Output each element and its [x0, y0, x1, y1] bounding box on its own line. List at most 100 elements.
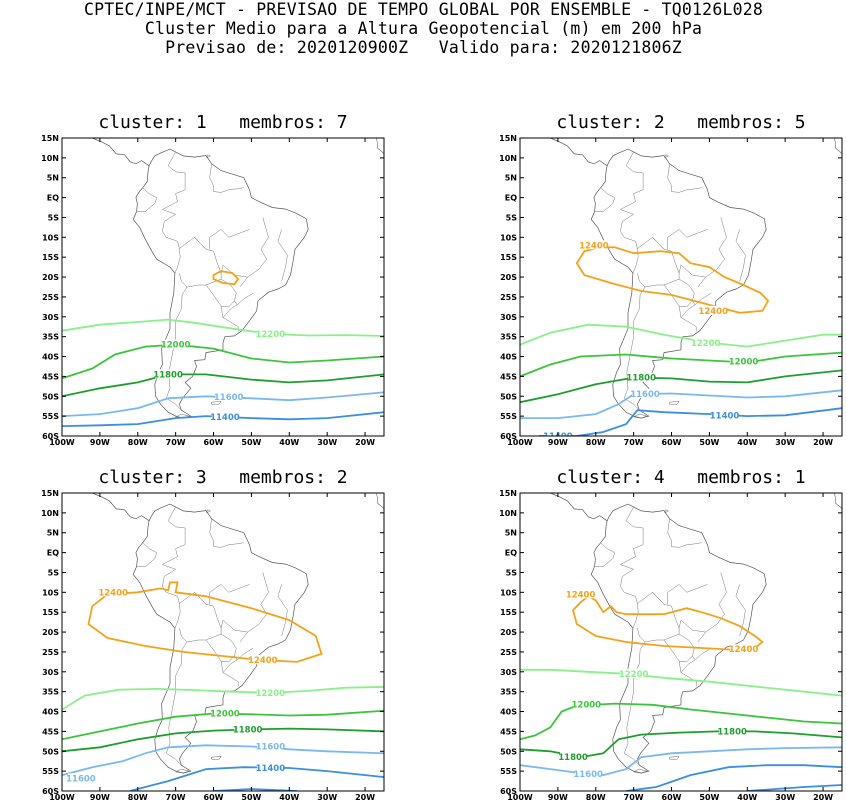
contour-line: [520, 323, 842, 348]
country-border: [678, 264, 706, 278]
country-border: [680, 655, 697, 687]
lat-label: 10N: [499, 509, 517, 518]
island: [577, 462, 617, 473]
island: [632, 768, 648, 774]
contour-label: 11600: [214, 393, 244, 403]
contour-label: 11400: [710, 411, 740, 421]
island: [644, 125, 650, 126]
country-border: [667, 584, 708, 605]
map-panel-4: 12400 12400 12200 12000 11800 11800 11600 15N 10…: [499, 462, 843, 802]
contour-label: 11600: [256, 742, 286, 752]
island: [602, 125, 610, 127]
lat-label: 5S: [48, 568, 60, 577]
island: [619, 474, 640, 482]
lon-label: 50W: [241, 438, 261, 447]
lat-label: 35S: [500, 333, 517, 342]
country-border: [194, 592, 207, 605]
contour-label: 12200: [256, 689, 286, 699]
contour-line: [62, 373, 384, 398]
lon-label: 40W: [737, 793, 757, 802]
lon-label: 30W: [317, 438, 337, 447]
contour-line: [62, 727, 384, 753]
map-panel-1: 12200 12000 11800 11600 11400 15N 10N 5N EQ 5S 10S…: [41, 107, 385, 447]
figure-header: CPTEC/INPE/MCT - PREVISAO DE TEMPO GLOBA…: [0, 0, 847, 57]
country-border: [637, 591, 680, 643]
lat-label: 30S: [500, 668, 517, 677]
lat-label: 15N: [41, 134, 59, 143]
country-border: [277, 584, 288, 637]
contour-label: 11800: [717, 727, 747, 737]
lat-label: 20S: [500, 273, 517, 282]
country-border: [619, 506, 644, 587]
country-border: [694, 292, 712, 306]
contour-line: [520, 351, 842, 378]
lon-label: 100W: [49, 438, 75, 447]
contour-label: 12400: [729, 645, 759, 655]
island: [119, 107, 159, 118]
lat-label: 50S: [500, 392, 517, 401]
contour-label: 12000: [729, 358, 759, 368]
contour-label-bg: [575, 768, 602, 778]
lon-label: 50W: [699, 438, 719, 447]
lat-label: 5S: [506, 213, 518, 222]
lon-label: 60W: [662, 438, 682, 447]
lon-label: 40W: [279, 438, 299, 447]
lon-label: 90W: [90, 438, 110, 447]
lat-label: 5N: [505, 174, 517, 183]
contour-line: [62, 744, 384, 776]
contour-line: [520, 668, 842, 697]
contour-label: 11800: [153, 370, 183, 380]
lat-label: 30S: [500, 313, 517, 322]
contour-label-bg: [580, 240, 607, 250]
lat-label: 5S: [48, 213, 60, 222]
lat-label: 60S: [42, 432, 59, 441]
country-border: [236, 292, 254, 306]
contour-line: [575, 246, 770, 314]
lat-label: 35S: [500, 688, 517, 697]
island: [211, 401, 222, 405]
lat-label: EQ: [47, 194, 59, 203]
country-border: [162, 231, 181, 274]
contour-label: 11400: [256, 764, 286, 774]
country-border: [667, 229, 708, 250]
island: [632, 413, 648, 419]
lat-label: EQ: [505, 549, 517, 558]
country-border: [652, 592, 665, 605]
lon-label: 20W: [355, 438, 375, 447]
island: [144, 125, 152, 127]
panel-title: cluster: 3 membros: 2: [98, 467, 348, 488]
lat-label: 10N: [41, 509, 59, 518]
map-content: 12200 12000 11800 11600 11400: [62, 107, 384, 427]
lat-label: 10S: [500, 588, 517, 597]
contour-label: 12200: [256, 330, 286, 340]
island: [669, 401, 680, 405]
contour-label: 11800: [626, 374, 656, 384]
africa-coast: [376, 138, 384, 155]
island: [161, 474, 182, 482]
contour-line: [62, 343, 384, 380]
contour-label: 12400: [566, 590, 596, 600]
country-border: [663, 278, 695, 308]
country-border: [165, 641, 188, 766]
africa-coast: [376, 493, 384, 510]
map-panel-2: 1240012400122001200011800116001140011400…: [499, 125, 843, 447]
country-border: [165, 286, 188, 411]
contour-line: [62, 686, 384, 711]
contour-label-bg: [257, 762, 284, 772]
country-border: [678, 619, 706, 633]
panel-cluster-4: cluster: 4 membros: 1: [520, 467, 847, 797]
lat-label: 15S: [42, 608, 59, 617]
country-border: [136, 542, 158, 567]
coastline: [91, 138, 309, 419]
country-border: [667, 518, 702, 548]
country-border: [136, 187, 158, 212]
island: [664, 154, 670, 159]
lat-label: 45S: [500, 727, 517, 736]
contour-line: [520, 369, 842, 404]
country-border: [220, 619, 248, 633]
lon-label: 30W: [775, 438, 795, 447]
country-border: [194, 237, 207, 250]
contour-line: [62, 411, 384, 427]
lat-label: 5N: [47, 529, 59, 538]
